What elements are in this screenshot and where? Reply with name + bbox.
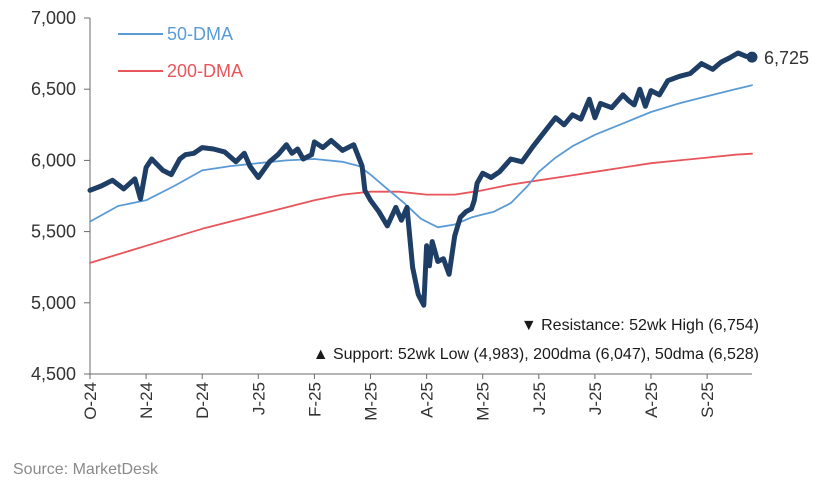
- annotations: ▼ Resistance: 52wk High (6,754) ▲ Suppor…: [313, 317, 759, 363]
- legend: 50-DMA 200-DMA: [118, 24, 243, 81]
- x-tick-label: A-25: [418, 382, 437, 418]
- x-tick-label: F-25: [305, 382, 324, 417]
- last-value-label: 6,725: [764, 48, 809, 68]
- x-axis: O-24 N-24 D-24 J-25 F-25 M-25 A-25 M-25 J-25 J-25…: [81, 373, 752, 421]
- x-tick-label: M-25: [474, 382, 493, 421]
- dma50-line: [89, 84, 753, 229]
- legend-label-50dma: 50-DMA: [167, 24, 233, 44]
- x-tick-label: D-24: [193, 382, 212, 419]
- y-tick-label: 5,000: [31, 293, 76, 313]
- source-note: Source: MarketDesk: [13, 461, 159, 478]
- y-tick-label: 6,500: [31, 79, 76, 99]
- x-tick-label: N-24: [137, 382, 156, 419]
- y-tick-label: 4,500: [31, 364, 76, 384]
- legend-label-200dma: 200-DMA: [167, 61, 243, 81]
- last-price-marker: [746, 51, 758, 63]
- x-tick-label: O-24: [81, 382, 100, 420]
- y-tick-label: 5,500: [31, 222, 76, 242]
- dma200-line: [89, 152, 753, 264]
- y-tick-label: 7,000: [31, 8, 76, 28]
- x-tick-label: S-25: [698, 382, 717, 418]
- x-tick-label: A-25: [642, 382, 661, 418]
- x-tick-label: J-25: [586, 382, 605, 415]
- x-tick-label: J-25: [249, 382, 268, 415]
- series-lines: [87, 50, 758, 308]
- support-annotation: ▲ Support: 52wk Low (4,983), 200dma (6,0…: [313, 346, 759, 363]
- price-line: [87, 50, 755, 308]
- y-axis: 7,000 6,500 6,000 5,500 5,000 4,500: [31, 8, 91, 384]
- x-tick-label: M-25: [362, 382, 381, 421]
- resistance-annotation: ▼ Resistance: 52wk High (6,754): [521, 317, 759, 334]
- x-tick-label: J-25: [530, 382, 549, 415]
- y-tick-label: 6,000: [31, 150, 76, 170]
